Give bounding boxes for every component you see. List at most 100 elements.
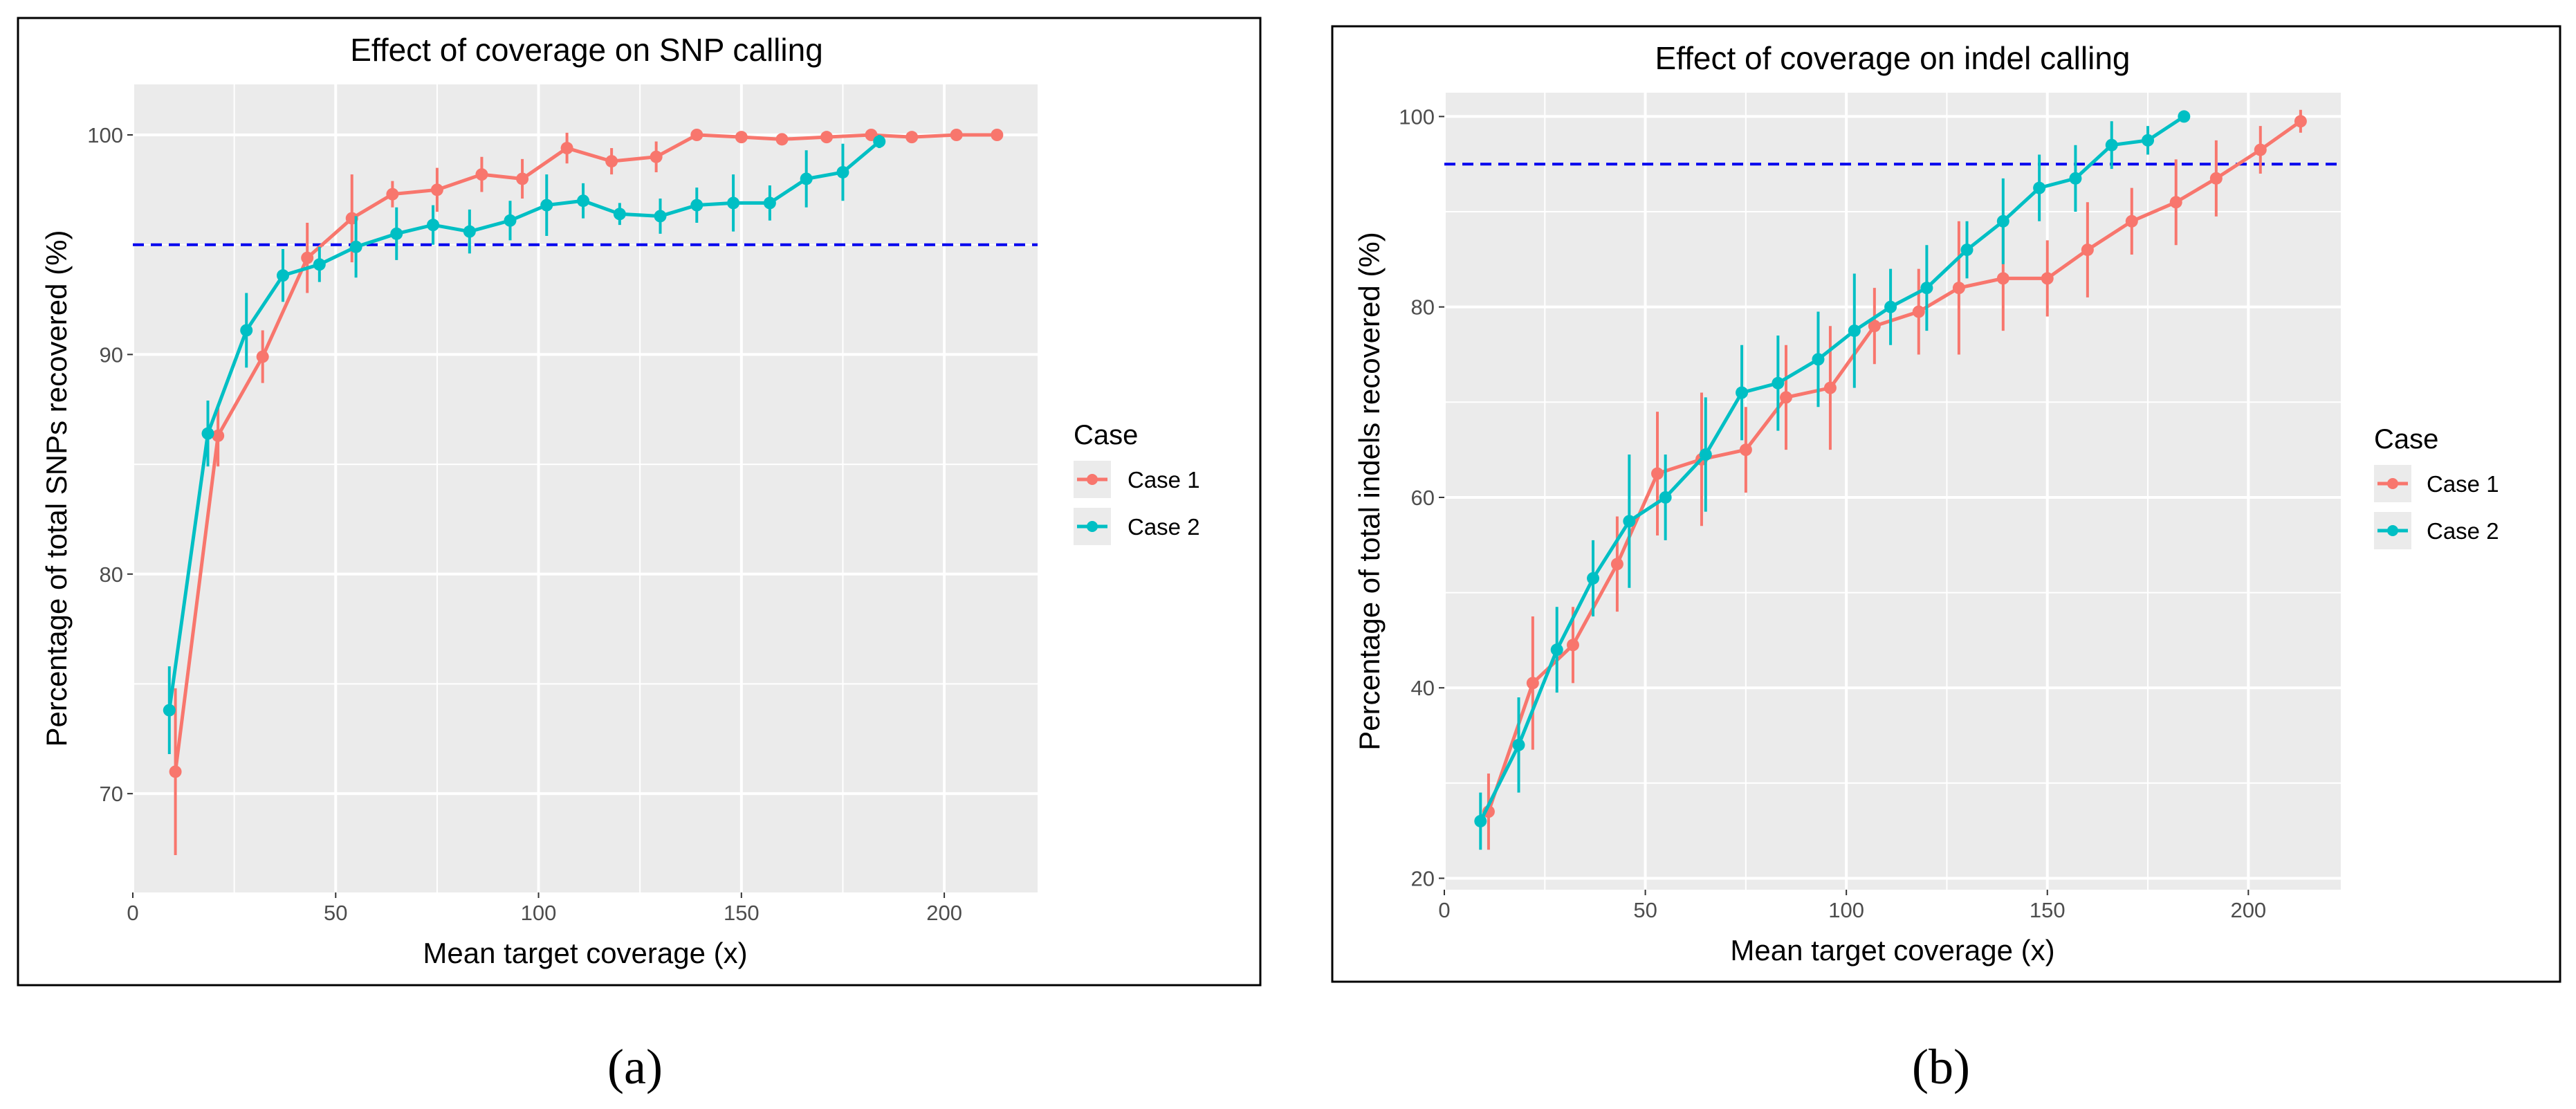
data-point bbox=[169, 765, 182, 778]
data-point bbox=[1651, 468, 1664, 480]
x-tick-label: 200 bbox=[926, 901, 962, 925]
data-point bbox=[950, 129, 963, 141]
data-point bbox=[1736, 387, 1748, 399]
data-point bbox=[1997, 215, 2009, 228]
data-point bbox=[2178, 110, 2190, 122]
data-point bbox=[1567, 639, 1579, 651]
data-point bbox=[1772, 377, 1784, 389]
data-point bbox=[516, 172, 528, 185]
data-point bbox=[2069, 172, 2081, 185]
y-tick-label: 80 bbox=[100, 562, 123, 587]
data-point bbox=[257, 351, 269, 363]
data-point bbox=[301, 252, 313, 264]
data-point bbox=[1740, 443, 1752, 456]
chart-b-title: Effect of coverage on indel calling bbox=[1655, 40, 2130, 76]
data-point bbox=[1812, 353, 1824, 365]
data-point bbox=[2126, 215, 2138, 228]
data-point bbox=[650, 151, 663, 163]
data-point bbox=[764, 196, 776, 209]
data-point bbox=[1884, 301, 1897, 313]
data-point bbox=[2041, 272, 2054, 284]
chart-b-xlabel: Mean target coverage (x) bbox=[1730, 934, 2054, 966]
panel-a-label: (a) bbox=[607, 1039, 663, 1094]
y-tick-label: 100 bbox=[87, 123, 123, 147]
y-tick-label: 70 bbox=[100, 782, 123, 806]
data-point bbox=[577, 194, 589, 207]
chart-b-ylabel: Percentage of total indels recovered (%) bbox=[1353, 232, 1386, 750]
data-point bbox=[690, 199, 703, 212]
panel-b-label: (b) bbox=[1912, 1039, 1970, 1094]
x-tick-label: 100 bbox=[521, 901, 557, 925]
data-point bbox=[350, 241, 362, 253]
data-point bbox=[240, 324, 252, 336]
data-point bbox=[873, 136, 885, 148]
chart-a-xlabel: Mean target coverage (x) bbox=[423, 937, 747, 969]
legend-b-title: Case bbox=[2374, 424, 2438, 455]
data-point bbox=[905, 131, 918, 143]
legend-a-case1-marker bbox=[1087, 474, 1098, 485]
data-point bbox=[1780, 391, 1792, 403]
x-tick-label: 0 bbox=[127, 901, 138, 925]
data-point bbox=[1527, 677, 1539, 689]
legend-a-case2-label: Case 2 bbox=[1128, 514, 1200, 540]
y-tick-label: 100 bbox=[1399, 104, 1435, 129]
data-point bbox=[1953, 282, 1965, 294]
data-point bbox=[1700, 448, 1712, 461]
x-tick-label: 100 bbox=[1828, 898, 1864, 922]
data-point bbox=[991, 129, 1003, 141]
x-tick-label: 50 bbox=[1633, 898, 1657, 922]
y-tick-label: 60 bbox=[1411, 486, 1435, 510]
data-point bbox=[800, 172, 813, 185]
data-point bbox=[475, 168, 488, 181]
x-tick-label: 150 bbox=[2030, 898, 2066, 922]
data-point bbox=[2081, 244, 2094, 256]
legend-a-title: Case bbox=[1074, 420, 1138, 450]
y-tick-label: 90 bbox=[100, 342, 123, 367]
data-point bbox=[2142, 134, 2154, 147]
data-point bbox=[313, 258, 326, 271]
data-point bbox=[654, 210, 667, 222]
data-point bbox=[690, 129, 703, 141]
chart-a-ylabel: Percentage of total SNPs recovered (%) bbox=[40, 230, 73, 746]
data-point bbox=[1587, 572, 1599, 585]
data-point bbox=[1551, 643, 1563, 656]
y-tick-label: 40 bbox=[1411, 676, 1435, 700]
data-point bbox=[1824, 382, 1837, 394]
data-point bbox=[163, 704, 176, 717]
x-tick-label: 0 bbox=[1438, 898, 1450, 922]
y-tick-label: 80 bbox=[1411, 295, 1435, 320]
data-point bbox=[277, 269, 289, 282]
data-point bbox=[1913, 306, 1925, 318]
data-point bbox=[431, 183, 443, 196]
data-point bbox=[1474, 815, 1487, 827]
data-point bbox=[504, 214, 516, 227]
data-point bbox=[561, 142, 573, 154]
data-point bbox=[1920, 282, 1933, 294]
data-point bbox=[2210, 172, 2223, 185]
data-point bbox=[605, 155, 618, 167]
data-point bbox=[463, 226, 476, 238]
data-point bbox=[735, 131, 748, 143]
data-point bbox=[1513, 739, 1525, 751]
x-tick-label: 200 bbox=[2230, 898, 2266, 922]
data-point bbox=[1611, 558, 1623, 570]
data-point bbox=[820, 131, 833, 143]
data-point bbox=[2170, 196, 2182, 208]
data-point bbox=[202, 428, 214, 440]
data-point bbox=[614, 208, 626, 220]
legend-b-case2-marker bbox=[2387, 525, 2398, 536]
data-point bbox=[1961, 244, 1974, 256]
y-tick-label: 20 bbox=[1411, 866, 1435, 890]
data-point bbox=[2033, 182, 2045, 194]
x-tick-label: 50 bbox=[324, 901, 347, 925]
data-point bbox=[1659, 491, 1672, 504]
figure: Effect of coverage on SNP calling 0 50 100… bbox=[0, 0, 2576, 1109]
chart-a-title: Effect of coverage on SNP calling bbox=[350, 32, 823, 68]
legend-b-case1-marker bbox=[2387, 478, 2398, 489]
data-point bbox=[386, 188, 398, 201]
data-point bbox=[1997, 272, 2009, 284]
legend-b-case2-label: Case 2 bbox=[2427, 518, 2499, 544]
x-tick-label: 150 bbox=[724, 901, 760, 925]
legend-a-case2-marker bbox=[1087, 521, 1098, 532]
data-point bbox=[775, 133, 788, 145]
